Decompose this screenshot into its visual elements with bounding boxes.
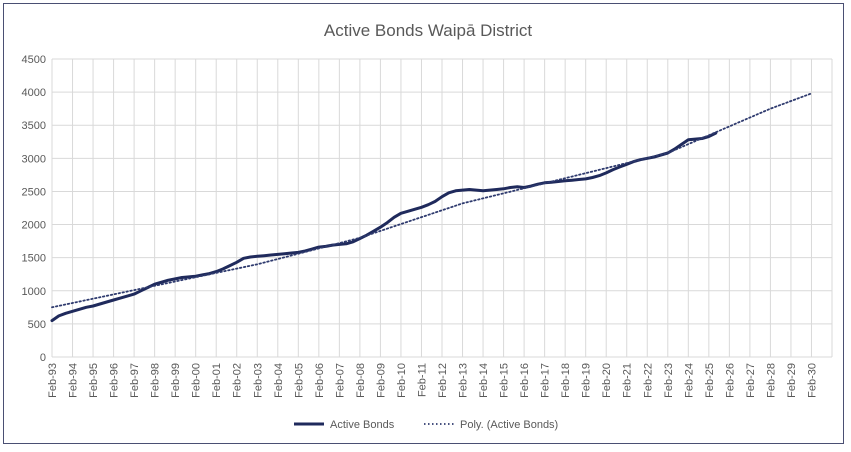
x-tick-label: Feb-12 (437, 363, 449, 398)
x-tick-label: Feb-98 (150, 363, 162, 398)
chart-frame: Active Bonds Waipā District 0 500 1000 1500… (3, 3, 844, 444)
y-tick-labels: 0 500 1000 1500 2000 2500 3000 3500 4000 4500 (22, 54, 46, 364)
x-tick-label: Feb-27 (745, 363, 757, 398)
x-tick-label: Feb-20 (601, 363, 613, 398)
x-tick-label: Feb-10 (396, 363, 408, 398)
y-tick-label: 500 (28, 319, 46, 331)
y-tick-label: 2500 (22, 186, 46, 198)
series-line-poly-trend (51, 92, 813, 309)
x-tick-label: Feb-24 (683, 363, 695, 398)
x-tick-labels: Feb-93 Feb-94 Feb-95 Feb-96 Feb-97 Feb-98 Feb-… (47, 363, 818, 398)
x-tick-label: Feb-96 (109, 363, 121, 398)
x-tick-label: Feb-08 (355, 363, 367, 398)
y-tick-label: 1000 (22, 286, 46, 298)
x-tick-label: Feb-17 (540, 363, 552, 398)
y-tick-label: 2000 (22, 220, 46, 232)
x-tick-label: Feb-28 (765, 363, 777, 398)
x-tick-label: Feb-26 (724, 363, 736, 398)
x-tick-label: Feb-05 (293, 363, 305, 398)
x-tick-label: Feb-97 (129, 363, 141, 398)
x-tick-label: Feb-16 (519, 363, 531, 398)
legend: Active Bonds Poly. (Active Bonds) (294, 419, 558, 431)
y-tick-label: 4000 (22, 87, 46, 99)
x-tick-label: Feb-07 (334, 363, 346, 398)
y-tick-label: 1500 (22, 253, 46, 265)
y-tick-label: 3500 (22, 120, 46, 132)
y-tick-label: 4500 (22, 54, 46, 66)
x-tick-label: Feb-19 (581, 363, 593, 398)
x-tick-label: Feb-11 (416, 363, 428, 397)
x-tick-label: Feb-99 (170, 363, 182, 398)
x-tick-label: Feb-29 (786, 363, 798, 398)
chart-title: Active Bonds Waipā District (324, 21, 532, 40)
x-tick-label: Feb-25 (704, 363, 716, 398)
series-line-active-bonds (50, 131, 718, 323)
legend-label: Active Bonds (330, 419, 395, 431)
x-tick-label: Feb-06 (314, 363, 326, 398)
x-tick-label: Feb-14 (478, 363, 490, 398)
y-tick-label: 0 (40, 352, 46, 364)
x-tick-label: Feb-03 (252, 363, 264, 398)
x-tick-label: Feb-21 (622, 363, 634, 398)
x-tick-label: Feb-18 (560, 363, 572, 398)
x-tick-label: Feb-02 (232, 363, 244, 398)
x-tick-label: Feb-93 (47, 363, 59, 398)
x-tick-label: Feb-00 (191, 363, 203, 398)
grid-layer (51, 58, 833, 358)
legend-label: Poly. (Active Bonds) (460, 419, 558, 431)
x-tick-label: Feb-09 (375, 363, 387, 398)
y-tick-label: 3000 (22, 153, 46, 165)
x-tick-label: Feb-94 (68, 363, 80, 398)
x-tick-label: Feb-30 (806, 363, 818, 398)
x-tick-label: Feb-23 (663, 363, 675, 398)
x-tick-label: Feb-04 (273, 363, 285, 398)
x-tick-label: Feb-01 (211, 363, 223, 398)
x-tick-label: Feb-15 (499, 363, 511, 398)
x-tick-label: Feb-95 (88, 363, 100, 398)
x-tick-label: Feb-22 (642, 363, 654, 398)
chart-svg: Active Bonds Waipā District 0 500 1000 1500… (22, 21, 833, 431)
x-tick-label: Feb-13 (458, 363, 470, 398)
series-layer (50, 92, 813, 323)
